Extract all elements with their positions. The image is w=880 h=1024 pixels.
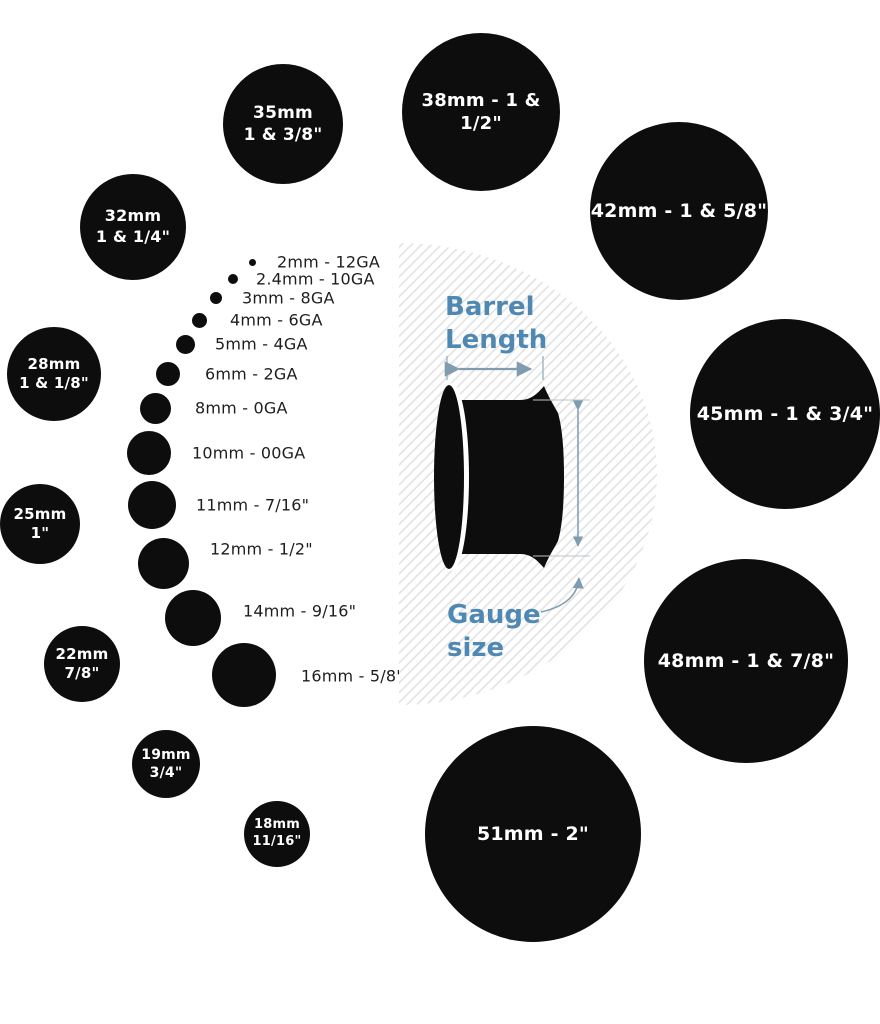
gauge-dot-10mm bbox=[127, 431, 171, 475]
size-circle-label: 42mm - 1 & 5/8" bbox=[590, 199, 768, 222]
size-circle-label: 1 & 1/8" bbox=[19, 374, 89, 392]
gauge-size-label-line1: Gauge bbox=[447, 600, 541, 630]
gauge-dot-label-14mm: 14mm - 9/16" bbox=[243, 601, 357, 621]
gauge-dot-label-5mm: 5mm - 4GA bbox=[215, 334, 308, 354]
size-circle-label: 11/16" bbox=[252, 834, 302, 849]
size-circle-45mm: 45mm - 1 & 3/4" bbox=[690, 319, 880, 509]
size-circle-label: 7/8" bbox=[64, 664, 100, 682]
gauge-dot-14mm bbox=[165, 590, 221, 646]
barrel-length-label-line2: Length bbox=[445, 325, 547, 355]
size-circle-label: 3/4" bbox=[149, 765, 183, 781]
size-circle-label: 1" bbox=[30, 524, 50, 542]
size-circle-18mm: 18mm 11/16" bbox=[244, 801, 310, 867]
gauge-dot-label-11mm: 11mm - 7/16" bbox=[196, 495, 310, 515]
gauge-size-label-line2: size bbox=[447, 633, 504, 663]
gauge-dot-label-2-4mm: 2.4mm - 10GA bbox=[256, 269, 375, 289]
size-circle-label: 35mm bbox=[253, 102, 313, 123]
gauge-dot-label-8mm: 8mm - 0GA bbox=[195, 398, 288, 418]
plug-illustration bbox=[434, 383, 564, 571]
gauge-dot-2mm bbox=[248, 258, 256, 266]
size-circle-label: 45mm - 1 & 3/4" bbox=[696, 402, 874, 425]
gauge-dot-label-4mm: 4mm - 6GA bbox=[230, 310, 323, 330]
gauge-dot-label-10mm: 10mm - 00GA bbox=[192, 443, 306, 463]
size-circle-32mm: 32mm 1 & 1/4" bbox=[80, 174, 186, 280]
gauge-dot-5mm bbox=[175, 334, 195, 354]
plug-front-flare bbox=[434, 385, 464, 569]
size-circle-label: 51mm - 2" bbox=[476, 822, 590, 845]
size-circle-label: 25mm bbox=[13, 504, 67, 523]
gauge-dot-16mm bbox=[212, 643, 276, 707]
gauge-dot-label-6mm: 6mm - 2GA bbox=[205, 364, 298, 384]
size-circle-42mm: 42mm - 1 & 5/8" bbox=[590, 122, 768, 300]
gauge-dot-12mm bbox=[137, 537, 189, 589]
size-circle-51mm: 51mm - 2" bbox=[425, 726, 641, 942]
plug-diagram: Barrel Length Gauge size bbox=[399, 243, 657, 705]
gauge-dot-label-12mm: 12mm - 1/2" bbox=[210, 539, 313, 559]
gauge-dot-label-2mm: 2mm - 12GA bbox=[277, 252, 380, 272]
gauge-dot-label-3mm: 3mm - 8GA bbox=[242, 288, 335, 308]
size-circle-label: 1 & 1/4" bbox=[95, 227, 171, 246]
size-circle-28mm: 28mm 1 & 1/8" bbox=[7, 327, 101, 421]
size-circle-48mm: 48mm - 1 & 7/8" bbox=[644, 559, 848, 763]
size-circle-label: 19mm bbox=[141, 746, 191, 763]
size-circle-38mm: 38mm - 1 & 1/2" bbox=[402, 33, 560, 191]
size-circle-19mm: 19mm 3/4" bbox=[132, 730, 200, 798]
gauge-dot-8mm bbox=[139, 392, 171, 424]
size-circle-label: 32mm bbox=[104, 206, 162, 226]
barrel-length-label-line1: Barrel bbox=[445, 292, 535, 322]
gauge-dot-11mm bbox=[128, 481, 176, 529]
size-circle-25mm: 25mm 1" bbox=[0, 484, 80, 564]
gauge-dot-label-16mm: 16mm - 5/8" bbox=[301, 666, 404, 686]
size-circle-label: 1 & 3/8" bbox=[243, 125, 323, 145]
size-circle-label: 38mm - 1 & 1/2" bbox=[421, 89, 541, 134]
gauge-dot-2-4mm bbox=[228, 274, 238, 284]
size-circle-35mm: 35mm 1 & 3/8" bbox=[223, 64, 343, 184]
gauge-curved-arrow bbox=[540, 577, 584, 613]
size-circle-label: 28mm bbox=[27, 354, 81, 373]
size-circle-label: 48mm - 1 & 7/8" bbox=[657, 649, 835, 672]
gauge-dot-6mm bbox=[156, 362, 180, 386]
size-circle-label: 18mm bbox=[254, 817, 300, 833]
size-circle-22mm: 22mm 7/8" bbox=[44, 626, 120, 702]
gauge-dot-4mm bbox=[191, 312, 207, 328]
plug-barrel bbox=[455, 386, 564, 568]
size-circle-label: 22mm bbox=[55, 644, 109, 663]
gauge-dot-3mm bbox=[210, 292, 222, 304]
